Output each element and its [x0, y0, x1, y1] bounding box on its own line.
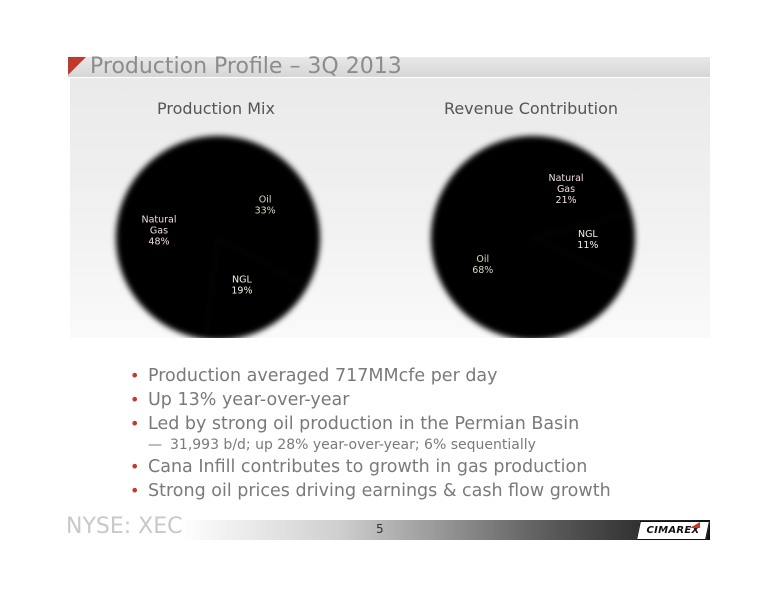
dash-marker: — — [148, 437, 162, 453]
bullet-item: • Led by strong oil production in the Per… — [130, 412, 611, 436]
slice-label-line: NGL — [578, 229, 598, 240]
pie-slice-oil — [428, 131, 624, 337]
pie-chart-2: Revenue Contribution Natural Gas 21% NGL 11% O… — [428, 99, 634, 337]
pie-slice-natural-gas — [530, 131, 631, 235]
slice-label-line: Gas — [150, 225, 168, 236]
slice-label-line: 21% — [555, 195, 576, 206]
slice-label-line: Natural — [141, 214, 176, 225]
slice-label-line: 11% — [577, 240, 598, 251]
chart-title: Revenue Contribution — [444, 99, 618, 118]
pie-slice-oil — [215, 131, 319, 284]
footer-ticker: NYSE: XEC — [66, 514, 183, 539]
bullet-item: • Cana Infill contributes to growth in ga… — [130, 455, 611, 479]
slice-label-line: Oil — [476, 254, 489, 265]
sub-bullet-item: — 31,993 b/d; up 28% year-over-year; 6% s… — [130, 436, 611, 455]
slice-label: Oil 33% — [255, 194, 276, 216]
bullet-text: Production averaged 717MMcfe per day — [148, 366, 498, 386]
pie-slice-natural-gas — [113, 131, 217, 336]
title-accent-triangle — [68, 57, 86, 75]
bullet-text: Up 13% year-over-year — [148, 390, 350, 410]
bullet-item: • Strong oil prices driving earnings & ca… — [130, 479, 611, 503]
chart-panel: Production Mix Oil 33% NGL 19% Natural Gas 48% R… — [70, 78, 710, 338]
pie-slices — [113, 131, 319, 337]
slice-label-line: 68% — [472, 265, 493, 276]
slice-label-line: Gas — [557, 184, 575, 195]
slide-title: Production Profile – 3Q 2013 — [90, 54, 402, 79]
slice-label-line: NGL — [232, 274, 252, 285]
bullet-list: • Production averaged 717MMcfe per day • Up… — [130, 364, 611, 503]
bullet-marker: • — [130, 457, 140, 476]
bullet-item: • Production averaged 717MMcfe per day — [130, 364, 611, 388]
bullet-text: Strong oil prices driving earnings & cas… — [148, 481, 611, 501]
bullet-marker: • — [130, 481, 140, 500]
bullet-text: Cana Infill contributes to growth in gas… — [148, 457, 588, 477]
pie-chart-1: Production Mix Oil 33% NGL 19% Natural Gas 48% — [113, 99, 319, 337]
bullet-marker: • — [130, 366, 140, 385]
slice-label-line: Natural — [548, 173, 583, 184]
bullet-item: • Up 13% year-over-year — [130, 388, 611, 412]
bullet-marker: • — [130, 390, 140, 409]
slice-label: NGL 11% — [577, 229, 598, 251]
bullet-text: 31,993 b/d; up 28% year-over-year; 6% se… — [170, 437, 536, 453]
bullet-marker: • — [130, 414, 140, 433]
logo-accent — [690, 522, 700, 528]
slice-label-line: 33% — [255, 205, 276, 216]
slice-label-line: 48% — [148, 236, 169, 247]
slice-label: Natural Gas 21% — [548, 173, 583, 206]
slice-label: Natural Gas 48% — [141, 214, 176, 247]
bullet-text: Led by strong oil production in the Perm… — [148, 414, 580, 434]
slice-label-line: 19% — [231, 285, 252, 296]
chart-title: Production Mix — [157, 99, 275, 118]
footer-bar — [180, 520, 710, 540]
title-bar — [68, 57, 710, 77]
page-number: 5 — [376, 522, 384, 536]
slice-label: NGL 19% — [231, 274, 252, 296]
slice-label: Oil 68% — [472, 254, 493, 276]
pie-slice-ngl — [530, 208, 634, 278]
pie-slices — [428, 131, 634, 337]
slice-label-line: Oil — [259, 194, 272, 205]
pie-slice-ngl — [202, 233, 306, 337]
